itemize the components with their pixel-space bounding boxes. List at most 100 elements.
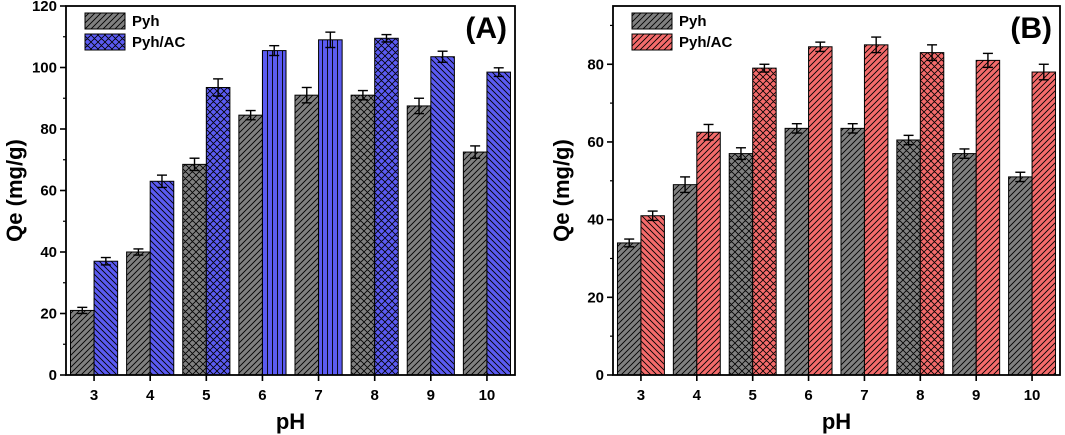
bar-pyh-ph5-hatch bbox=[729, 153, 753, 375]
y-tick-label: 80 bbox=[587, 56, 604, 73]
bar-pyh-ph6-hatch bbox=[785, 128, 809, 375]
bar-pyh-ac-ph5-hatch bbox=[752, 68, 777, 375]
legend-swatch-pyh-ac-hatch-a bbox=[85, 34, 125, 50]
legend-swatch-pyh-ac-hatch-b bbox=[632, 34, 672, 50]
error-bar bbox=[927, 44, 938, 62]
error-bar bbox=[269, 44, 280, 57]
bars-b bbox=[616, 44, 1057, 376]
x-tick-label: 9 bbox=[427, 387, 435, 404]
legend-label-pyh-ac-b: Pyh/AC bbox=[679, 34, 733, 51]
chart-panel-b: 0 20 40 60 80 3 4 5 6 7 8 9 10 Qe (mg/g) pH (B) Pyh… bbox=[549, 5, 1061, 434]
bar-pyh-ac-ph9-hatch bbox=[976, 60, 1000, 376]
error-bar bbox=[437, 50, 448, 63]
y-axis-title-b: Qe (mg/g) bbox=[549, 139, 574, 242]
error-bar bbox=[414, 97, 425, 115]
panel-label-a: (A) bbox=[465, 12, 507, 45]
bar-pyh-ac-ph7-hatch bbox=[318, 39, 343, 375]
bar-pyh-ph3-hatch bbox=[70, 310, 95, 375]
error-bar bbox=[624, 238, 635, 248]
error-bar bbox=[871, 36, 882, 54]
x-axis-a: 3 4 5 6 7 8 9 10 bbox=[90, 375, 495, 404]
legend-b: Pyh Pyh/AC bbox=[631, 12, 733, 51]
error-bar bbox=[381, 33, 392, 43]
x-tick-label: 7 bbox=[314, 387, 322, 404]
bar-pyh-ac-ph5-hatch bbox=[206, 87, 230, 376]
bar-pyh-ac-ph8-hatch bbox=[374, 38, 399, 375]
error-bar bbox=[470, 145, 481, 159]
error-bar bbox=[1015, 171, 1026, 183]
error-bar bbox=[1038, 63, 1049, 81]
x-tick-label: 9 bbox=[972, 387, 980, 404]
error-bars-b bbox=[624, 36, 1049, 248]
error-bar bbox=[815, 41, 826, 53]
legend-label-pyh-a: Pyh bbox=[132, 13, 160, 30]
legend-label-pyh-b: Pyh bbox=[679, 13, 707, 30]
bar-pyh-ac-ph3-hatch bbox=[94, 261, 118, 375]
error-bar bbox=[357, 89, 368, 101]
error-bar bbox=[735, 147, 746, 161]
legend-a: Pyh Pyh/AC bbox=[84, 12, 186, 51]
bar-pyh-ph4-hatch bbox=[126, 252, 151, 375]
plot-frame-b bbox=[612, 5, 1061, 376]
bar-pyh-ph5-hatch bbox=[182, 164, 207, 375]
chart-panel-a: 0 20 40 60 80 100 120 3 4 5 6 7 8 9 10 Qe (mg/g) pH (… bbox=[2, 0, 516, 434]
error-bar bbox=[245, 109, 256, 121]
bar-pyh-ac-ph6-hatch bbox=[808, 46, 833, 375]
y-tick-label: 40 bbox=[40, 244, 57, 261]
bar-pyh-ph9-hatch bbox=[952, 153, 977, 375]
bar-pyh-ph7-hatch bbox=[294, 95, 319, 376]
x-axis-title-b: pH bbox=[822, 409, 851, 434]
error-bar bbox=[680, 176, 691, 194]
y-tick-label: 60 bbox=[587, 134, 604, 151]
error-bar bbox=[301, 86, 312, 104]
error-bar bbox=[847, 122, 858, 134]
bar-pyh-ac-ph7-hatch bbox=[864, 44, 888, 376]
bar-pyh-ph3-hatch bbox=[617, 242, 641, 375]
bar-pyh-ac-ph10-hatch bbox=[486, 72, 511, 376]
bar-pyh-ph8-hatch bbox=[351, 95, 375, 376]
x-tick-label: 5 bbox=[749, 387, 757, 404]
y-tick-label: 120 bbox=[32, 0, 57, 15]
error-bar bbox=[133, 248, 144, 256]
bar-pyh-ph8-hatch bbox=[896, 140, 921, 375]
error-bar bbox=[959, 148, 970, 159]
y-tick-label: 0 bbox=[49, 367, 57, 384]
error-bar bbox=[982, 52, 993, 69]
y-axis-title-a: Qe (mg/g) bbox=[2, 139, 27, 242]
bar-pyh-ac-ph3-hatch bbox=[640, 215, 665, 375]
panel-label-b: (B) bbox=[1010, 12, 1052, 45]
x-tick-label: 7 bbox=[860, 387, 868, 404]
error-bar bbox=[100, 256, 111, 266]
y-tick-label: 0 bbox=[596, 367, 604, 384]
legend-swatch-pyh-hatch-b bbox=[632, 13, 672, 29]
x-tick-label: 8 bbox=[916, 387, 924, 404]
x-tick-label: 8 bbox=[371, 387, 379, 404]
error-bar bbox=[647, 210, 658, 222]
y-tick-label: 60 bbox=[40, 183, 57, 200]
y-axis-a: 0 20 40 60 80 100 120 bbox=[32, 0, 66, 384]
x-tick-label: 4 bbox=[693, 387, 702, 404]
bars-a bbox=[69, 37, 512, 376]
y-tick-label: 80 bbox=[40, 121, 57, 138]
error-bar bbox=[903, 134, 914, 146]
bar-pyh-ac-ph4-hatch bbox=[696, 132, 721, 375]
legend-label-pyh-ac-a: Pyh/AC bbox=[132, 34, 186, 51]
bar-pyh-ph7-hatch bbox=[840, 128, 865, 375]
x-tick-label: 4 bbox=[146, 387, 155, 404]
x-tick-label: 3 bbox=[637, 387, 645, 404]
bar-pyh-ac-ph6-hatch bbox=[262, 50, 287, 376]
y-tick-label: 20 bbox=[587, 289, 604, 306]
y-tick-label: 20 bbox=[40, 306, 57, 323]
error-bar bbox=[189, 157, 200, 172]
x-tick-label: 6 bbox=[804, 387, 812, 404]
x-axis-title-a: pH bbox=[276, 409, 305, 434]
bar-pyh-ac-ph8-hatch bbox=[920, 52, 944, 375]
error-bar bbox=[759, 63, 770, 73]
x-axis-b: 3 4 5 6 7 8 9 10 bbox=[637, 375, 1040, 404]
bar-pyh-ph10-hatch bbox=[463, 152, 487, 375]
error-bar bbox=[493, 67, 504, 78]
error-bar bbox=[703, 123, 714, 141]
x-tick-label: 10 bbox=[479, 387, 496, 404]
x-tick-label: 5 bbox=[202, 387, 210, 404]
